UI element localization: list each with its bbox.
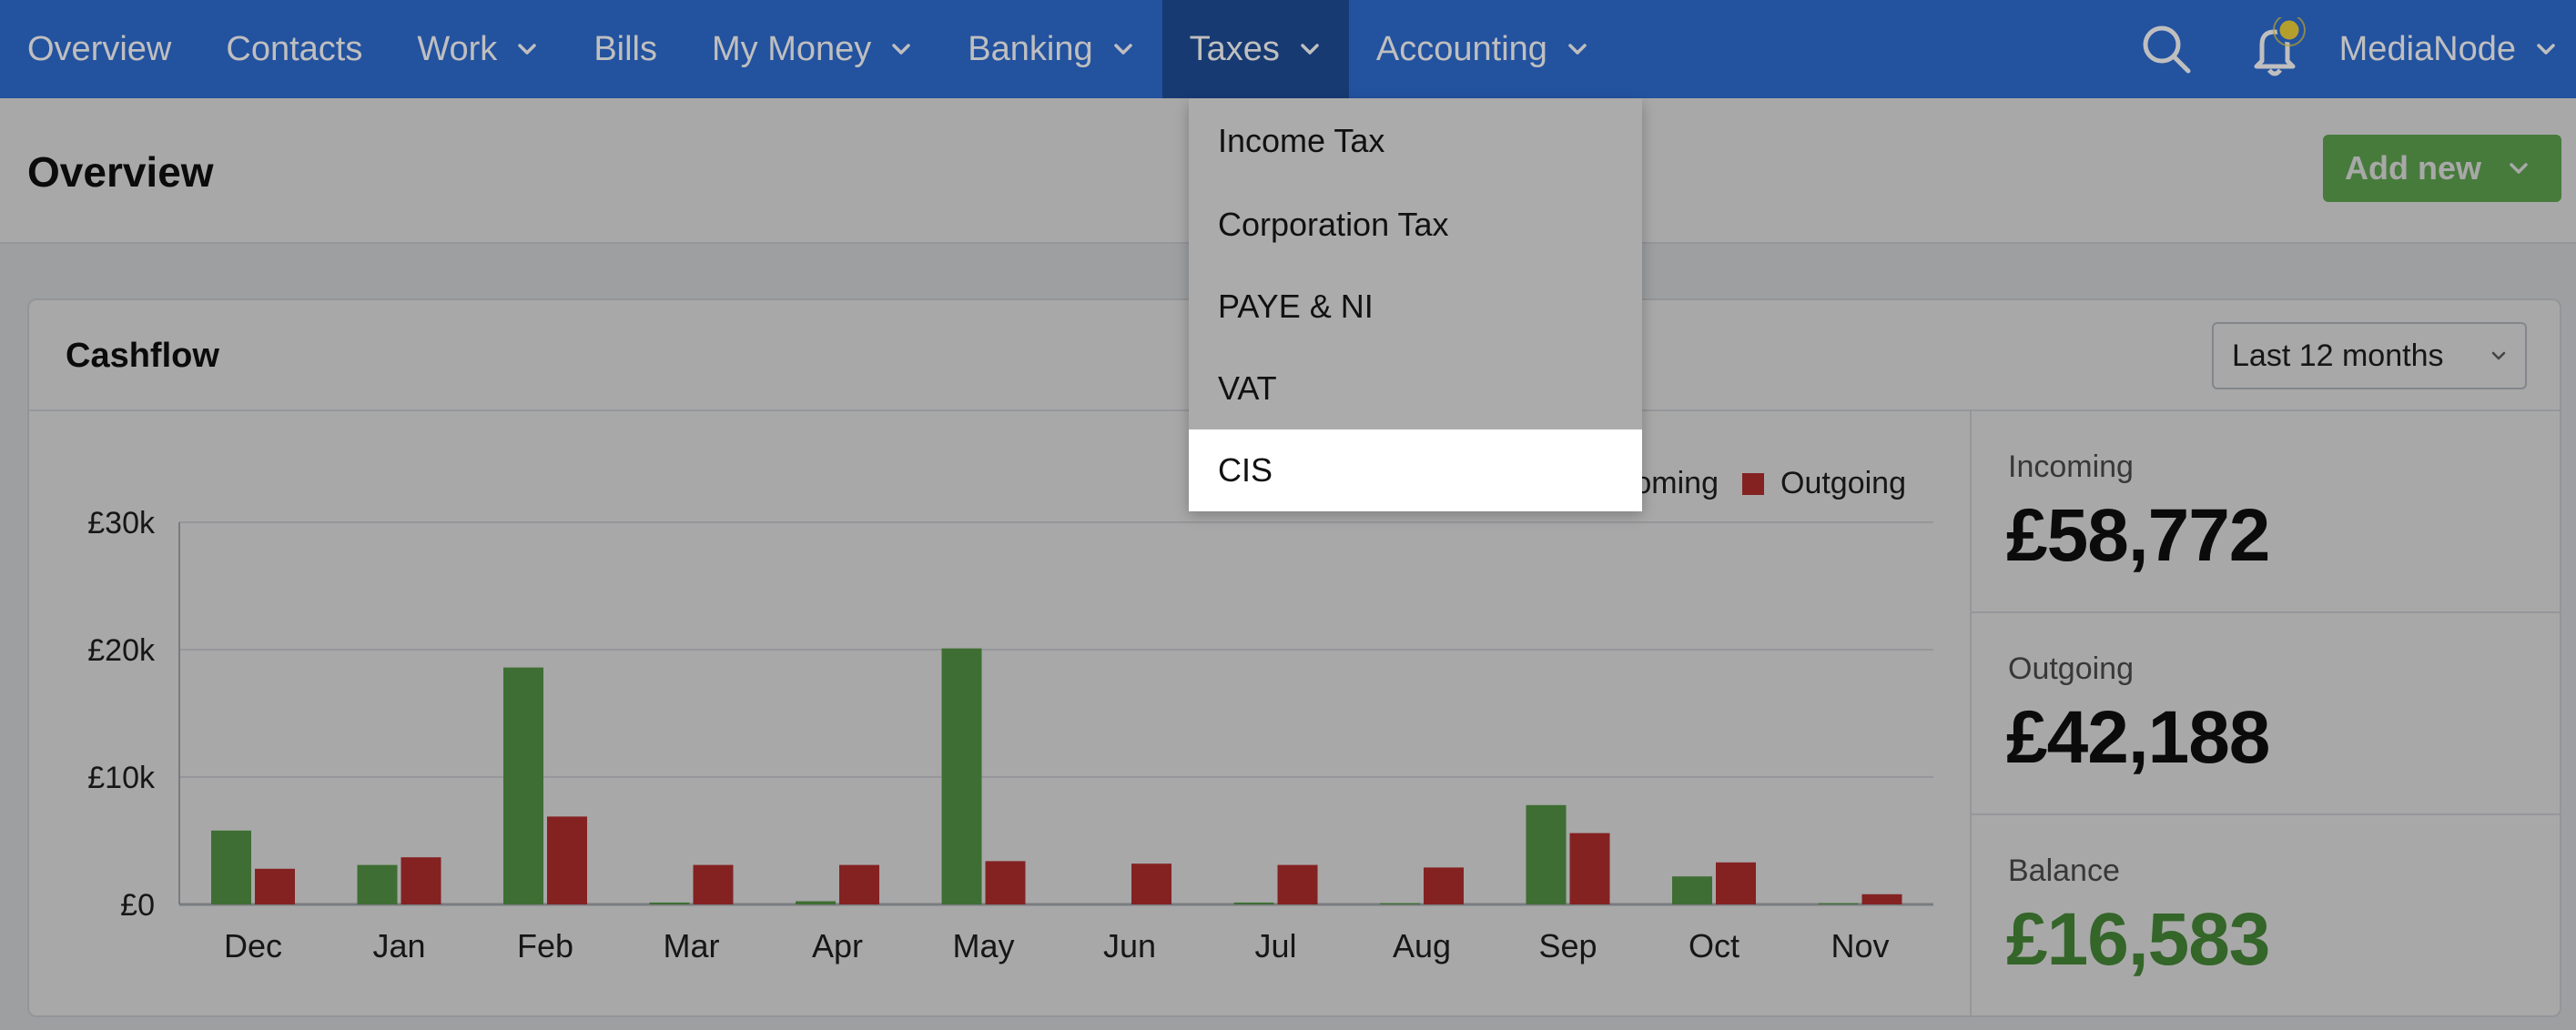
bar-outgoing-feb[interactable] xyxy=(547,816,587,904)
bar-incoming-jan[interactable] xyxy=(357,864,398,904)
bar-outgoing-oct[interactable] xyxy=(1716,862,1756,904)
bar-outgoing-nov[interactable] xyxy=(1861,894,1902,904)
taxes-menu-item[interactable]: Corporation Tax xyxy=(1218,206,1449,243)
bar-outgoing-mar[interactable] xyxy=(693,864,734,904)
taxes-menu-item[interactable]: PAYE & NI xyxy=(1218,288,1374,325)
bar-incoming-mar[interactable] xyxy=(649,902,690,904)
x-tick-label: Aug xyxy=(1393,927,1451,964)
nav-item-label: Contacts xyxy=(226,29,363,68)
x-tick-label: Nov xyxy=(1831,927,1889,964)
nav-item-label: Accounting xyxy=(1375,29,1547,68)
cashflow-title: Cashflow xyxy=(66,337,219,375)
bar-incoming-may[interactable] xyxy=(941,648,982,904)
bar-incoming-feb[interactable] xyxy=(503,667,543,904)
date-range-value: Last 12 months xyxy=(2232,338,2444,373)
user-menu[interactable]: MediaNode xyxy=(2330,30,2576,69)
bar-incoming-oct[interactable] xyxy=(1672,876,1712,904)
date-range-select[interactable]: Last 12 months xyxy=(2212,322,2527,389)
nav-item-label: Banking xyxy=(968,29,1093,68)
balance-stat: Balance £16,583 xyxy=(1972,815,2561,1017)
y-tick-label: £30k xyxy=(87,506,156,540)
bar-incoming-sep[interactable] xyxy=(1526,804,1567,904)
nav-item-label: Bills xyxy=(593,29,657,68)
incoming-label: Incoming xyxy=(2008,449,2134,484)
taxes-dropdown-menu: Income Tax Corporation Tax PAYE & NI VAT CIS xyxy=(1189,98,1642,511)
search-icon[interactable] xyxy=(2112,0,2221,98)
top-nav-bar: Overview Contacts Work Bills My Money Banking… xyxy=(0,0,2576,98)
bar-incoming-dec[interactable] xyxy=(211,830,251,904)
nav-banking[interactable]: Banking xyxy=(940,0,1161,98)
x-tick-label: Apr xyxy=(812,927,863,964)
bar-incoming-apr[interactable] xyxy=(796,901,836,905)
bar-outgoing-may[interactable] xyxy=(985,861,1026,904)
cashflow-bar-chart: £0 £10k £20k £30k Dec Jan Feb Mar Apr May Jun Jul Au… xyxy=(87,506,1933,964)
legend-item: Outgoing xyxy=(1742,466,1906,501)
bar-incoming-jul[interactable] xyxy=(1233,902,1274,904)
y-tick-label: £20k xyxy=(87,633,156,668)
add-new-label: Add new xyxy=(2345,149,2481,187)
bar-outgoing-apr[interactable] xyxy=(839,864,879,904)
chevron-down-icon xyxy=(1111,37,1135,61)
bar-outgoing-jan[interactable] xyxy=(401,857,441,904)
chevron-down-icon xyxy=(2507,157,2530,180)
incoming-value: £58,772 xyxy=(2006,494,2270,577)
nav-item-label: Taxes xyxy=(1189,29,1280,68)
user-name: MediaNode xyxy=(2338,29,2516,68)
chevron-down-icon xyxy=(515,37,539,61)
cashflow-chart: Incoming Outgoing £0 £10k £20k £30k Dec Jan Feb… xyxy=(29,411,1970,1017)
taxes-menu-item[interactable]: Income Tax xyxy=(1218,122,1385,159)
balance-label: Balance xyxy=(2008,853,2120,888)
x-tick-label: Mar xyxy=(664,927,720,964)
x-tick-label: Jun xyxy=(1103,927,1156,964)
taxes-menu-item[interactable]: VAT xyxy=(1218,369,1277,407)
chevron-down-icon xyxy=(2489,346,2509,366)
outgoing-stat: Outgoing £42,188 xyxy=(1972,613,2561,815)
nav-item-label: My Money xyxy=(712,29,872,68)
nav-item-label: Work xyxy=(417,29,498,68)
nav-overview[interactable]: Overview xyxy=(0,0,198,98)
outgoing-value: £42,188 xyxy=(2006,696,2270,779)
y-tick-label: £0 xyxy=(120,888,155,923)
x-tick-label: Jan xyxy=(372,927,425,964)
y-tick-label: £10k xyxy=(87,761,156,795)
bar-outgoing-dec[interactable] xyxy=(255,868,295,904)
bell-icon[interactable] xyxy=(2221,0,2330,98)
cashflow-stats: Incoming £58,772 Outgoing £42,188 Balanc… xyxy=(1970,411,2561,1017)
bar-outgoing-sep[interactable] xyxy=(1569,833,1610,904)
x-tick-label: May xyxy=(952,927,1014,964)
x-tick-label: Sep xyxy=(1538,927,1597,964)
legend-swatch xyxy=(1742,472,1764,495)
chevron-down-icon xyxy=(889,37,913,61)
balance-value: £16,583 xyxy=(2006,898,2270,981)
nav-contacts[interactable]: Contacts xyxy=(198,0,390,98)
page-title: Overview xyxy=(27,148,214,196)
outgoing-label: Outgoing xyxy=(2008,651,2134,686)
nav-work[interactable]: Work xyxy=(390,0,566,98)
bar-outgoing-aug[interactable] xyxy=(1424,867,1464,904)
x-tick-label: Dec xyxy=(224,927,282,964)
nav-bills[interactable]: Bills xyxy=(566,0,685,98)
nav-item-label: Overview xyxy=(27,29,172,68)
nav-accounting[interactable]: Accounting xyxy=(1349,0,1617,98)
bar-outgoing-jul[interactable] xyxy=(1277,864,1318,904)
taxes-menu-item[interactable]: CIS xyxy=(1189,429,1642,511)
incoming-stat: Incoming £58,772 xyxy=(1972,411,2561,613)
nav-taxes[interactable]: Taxes xyxy=(1161,0,1349,98)
nav-right-group: MediaNode xyxy=(2112,0,2576,98)
x-tick-label: Oct xyxy=(1689,927,1739,964)
chevron-down-icon xyxy=(1566,37,1589,61)
bar-outgoing-jun[interactable] xyxy=(1131,863,1171,904)
x-tick-label: Feb xyxy=(517,927,573,964)
add-new-button[interactable]: Add new xyxy=(2323,135,2561,202)
chevron-down-icon xyxy=(1298,37,1322,61)
legend-label: Outgoing xyxy=(1780,466,1906,500)
x-tick-label: Jul xyxy=(1254,927,1296,964)
chevron-down-icon xyxy=(2534,37,2558,61)
nav-my-money[interactable]: My Money xyxy=(685,0,940,98)
